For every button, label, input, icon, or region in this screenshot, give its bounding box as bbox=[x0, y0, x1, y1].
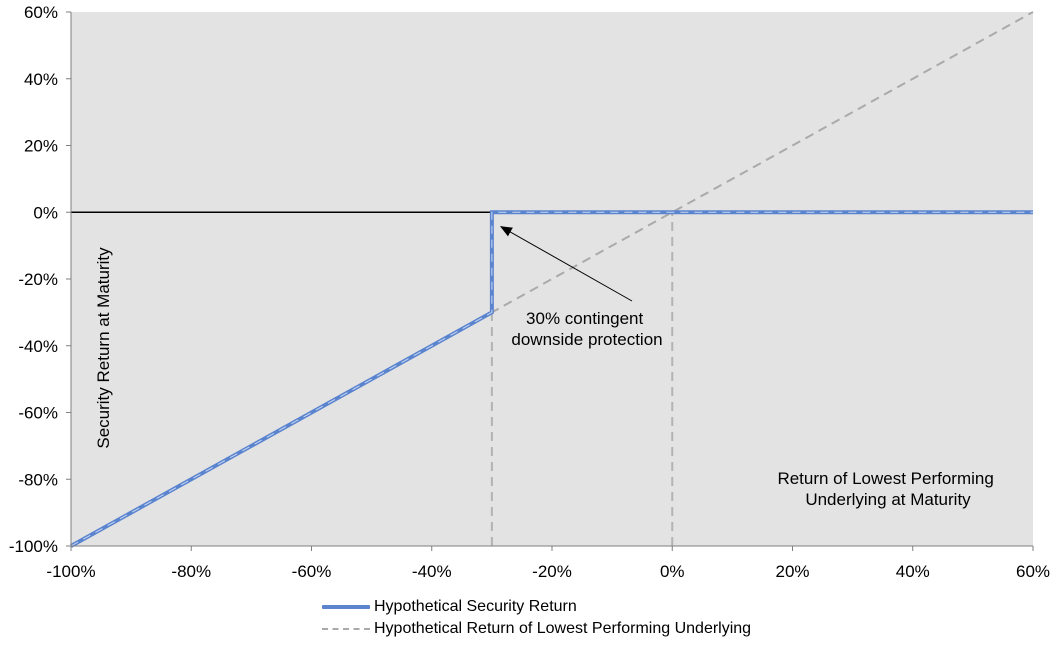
y-tick-label: 0% bbox=[33, 203, 58, 222]
x-tick-label: -60% bbox=[292, 562, 332, 581]
y-tick-label: 20% bbox=[24, 137, 58, 156]
x-tick-label: 20% bbox=[775, 562, 809, 581]
y-tick-label: -40% bbox=[18, 337, 58, 356]
y-tick-label: 60% bbox=[24, 3, 58, 22]
reference-lines bbox=[490, 212, 674, 546]
x-tick-label: -20% bbox=[532, 562, 572, 581]
x-tick-label: -80% bbox=[171, 562, 211, 581]
x-tick-label: -100% bbox=[46, 562, 95, 581]
annotation-line-1: 30% contingent bbox=[526, 309, 643, 328]
annotation-arrow bbox=[500, 226, 633, 302]
legend: Hypothetical Security Return Hypothetica… bbox=[322, 596, 751, 640]
y-tick-label: -80% bbox=[18, 470, 58, 489]
y-axis-label: Security Return at Maturity bbox=[94, 247, 113, 449]
y-tick-label: -100% bbox=[9, 537, 58, 556]
x-tick-label: 0% bbox=[660, 562, 685, 581]
series-security-highlight bbox=[70, 211, 1033, 547]
y-tick-label: -60% bbox=[18, 404, 58, 423]
legend-label: Hypothetical Security Return bbox=[374, 598, 577, 615]
x-tick-label: -40% bbox=[412, 562, 452, 581]
y-tick-label: 40% bbox=[24, 70, 58, 89]
annotation: 30% contingent downside protection bbox=[500, 226, 663, 349]
legend-item-security-return: Hypothetical Security Return bbox=[322, 596, 751, 618]
annotation-text: 30% contingent downside protection bbox=[511, 309, 662, 349]
series-layer bbox=[70, 11, 1034, 548]
x-axis-label-line-2: Underlying at Maturity bbox=[805, 490, 971, 509]
legend-label: Hypothetical Return of Lowest Performing… bbox=[374, 620, 752, 637]
tick-labels: -100% -80% -60% -40% -20% 0% 20% 40% 60% -100% -80… bbox=[9, 3, 1050, 581]
x-axis-label: Return of Lowest Performing Underlying a… bbox=[777, 469, 998, 509]
x-tick-label: 60% bbox=[1016, 562, 1050, 581]
legend-item-underlying-return: Hypothetical Return of Lowest Performing… bbox=[322, 618, 751, 640]
x-tick-label: 40% bbox=[896, 562, 930, 581]
y-tick-label: -20% bbox=[18, 270, 58, 289]
annotation-line-2: downside protection bbox=[511, 330, 662, 349]
legend-swatch-dashed bbox=[322, 628, 370, 630]
x-axis-label-line-1: Return of Lowest Performing bbox=[777, 469, 993, 488]
legend-swatch-solid bbox=[322, 605, 370, 609]
